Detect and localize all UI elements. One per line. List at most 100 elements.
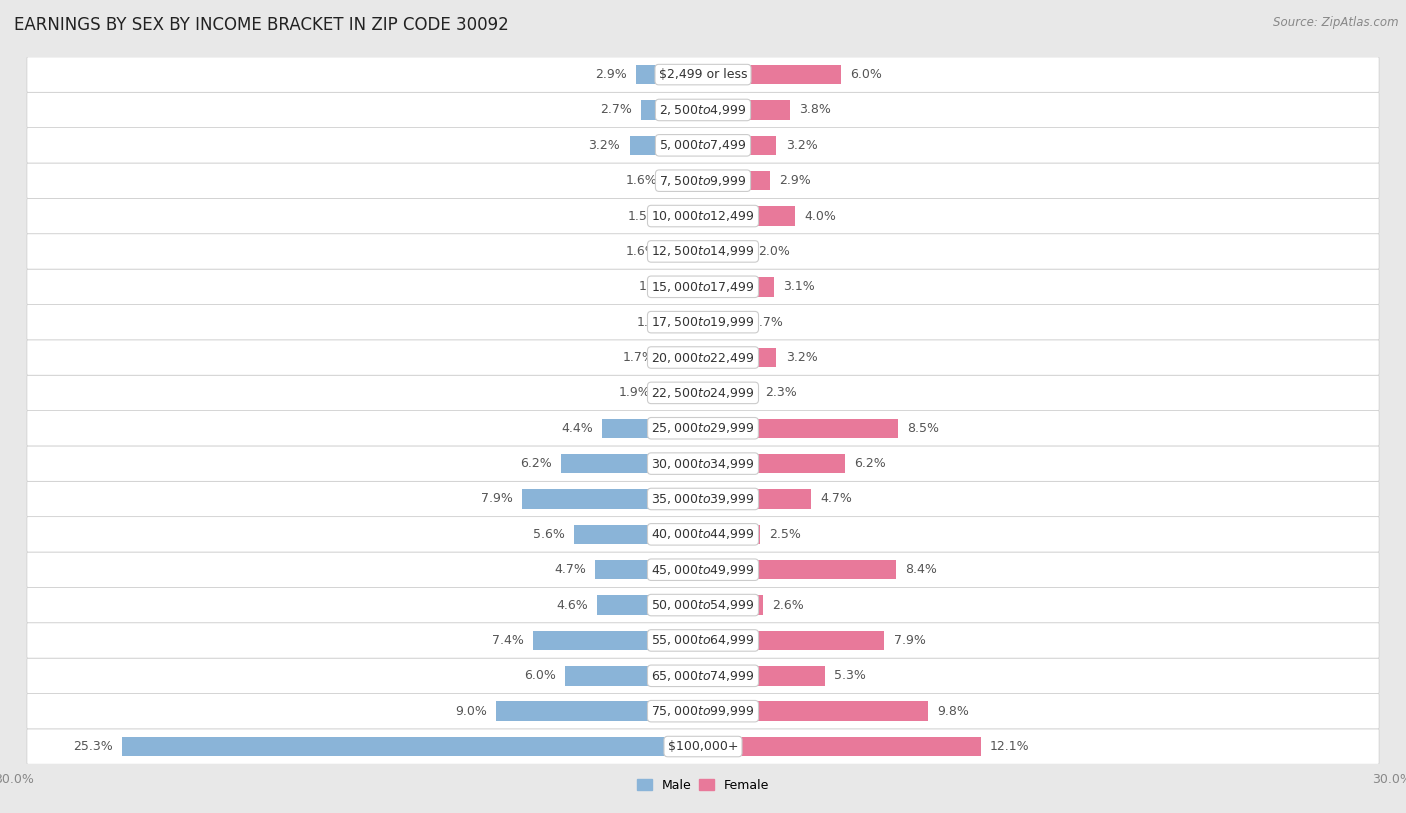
Bar <box>666 171 703 190</box>
Text: 1.7%: 1.7% <box>623 351 655 364</box>
Text: Source: ZipAtlas.com: Source: ZipAtlas.com <box>1274 16 1399 29</box>
Text: 6.2%: 6.2% <box>855 457 886 470</box>
Bar <box>522 489 703 509</box>
Bar <box>637 65 703 85</box>
Bar <box>703 631 884 650</box>
Bar <box>659 383 703 402</box>
Bar <box>664 348 703 367</box>
Text: 7.9%: 7.9% <box>481 493 512 506</box>
Text: $22,500 to $24,999: $22,500 to $24,999 <box>651 386 755 400</box>
Text: 7.4%: 7.4% <box>492 634 524 647</box>
Bar <box>703 277 775 297</box>
Text: $2,499 or less: $2,499 or less <box>659 68 747 81</box>
Bar <box>703 702 928 721</box>
Text: $65,000 to $74,999: $65,000 to $74,999 <box>651 669 755 683</box>
Text: 4.7%: 4.7% <box>554 563 586 576</box>
Bar <box>641 100 703 120</box>
Legend: Male, Female: Male, Female <box>631 774 775 797</box>
Text: 2.5%: 2.5% <box>769 528 801 541</box>
Bar <box>602 419 703 438</box>
Text: 3.2%: 3.2% <box>786 139 817 152</box>
Bar <box>703 207 794 226</box>
FancyBboxPatch shape <box>27 340 1379 375</box>
Text: 4.6%: 4.6% <box>557 598 588 611</box>
Bar <box>703 737 981 756</box>
Bar <box>703 136 776 155</box>
Text: 1.5%: 1.5% <box>627 210 659 223</box>
Text: 3.1%: 3.1% <box>783 280 815 293</box>
FancyBboxPatch shape <box>27 729 1379 764</box>
Text: 6.2%: 6.2% <box>520 457 551 470</box>
Text: 1.6%: 1.6% <box>626 245 657 258</box>
Bar <box>703 524 761 544</box>
Bar <box>703 666 825 685</box>
Text: 25.3%: 25.3% <box>73 740 112 753</box>
Bar <box>703 348 776 367</box>
Text: 2.9%: 2.9% <box>596 68 627 81</box>
Text: 9.0%: 9.0% <box>456 705 486 718</box>
Text: 2.7%: 2.7% <box>600 103 631 116</box>
FancyBboxPatch shape <box>27 198 1379 234</box>
Bar <box>703 312 742 332</box>
FancyBboxPatch shape <box>27 659 1379 693</box>
Text: $35,000 to $39,999: $35,000 to $39,999 <box>651 492 755 506</box>
Text: 1.9%: 1.9% <box>619 386 650 399</box>
Text: $25,000 to $29,999: $25,000 to $29,999 <box>651 421 755 435</box>
Text: $45,000 to $49,999: $45,000 to $49,999 <box>651 563 755 576</box>
Bar <box>598 595 703 615</box>
Bar <box>703 560 896 580</box>
Bar <box>669 207 703 226</box>
Text: 6.0%: 6.0% <box>851 68 882 81</box>
Bar <box>565 666 703 685</box>
Text: 12.1%: 12.1% <box>990 740 1029 753</box>
Bar <box>703 65 841 85</box>
Text: 7.9%: 7.9% <box>894 634 925 647</box>
Bar <box>703 489 811 509</box>
FancyBboxPatch shape <box>27 57 1379 92</box>
Text: 2.6%: 2.6% <box>772 598 804 611</box>
Text: $30,000 to $34,999: $30,000 to $34,999 <box>651 457 755 471</box>
Text: $100,000+: $100,000+ <box>668 740 738 753</box>
Bar <box>561 454 703 473</box>
FancyBboxPatch shape <box>27 587 1379 623</box>
Bar <box>703 595 762 615</box>
Bar <box>630 136 703 155</box>
Text: $40,000 to $44,999: $40,000 to $44,999 <box>651 528 755 541</box>
Text: $55,000 to $64,999: $55,000 to $64,999 <box>651 633 755 647</box>
Text: 2.0%: 2.0% <box>758 245 790 258</box>
Text: 2.3%: 2.3% <box>765 386 797 399</box>
Bar <box>575 524 703 544</box>
Bar <box>703 171 769 190</box>
Bar <box>703 100 790 120</box>
Bar <box>703 454 845 473</box>
Text: $50,000 to $54,999: $50,000 to $54,999 <box>651 598 755 612</box>
FancyBboxPatch shape <box>27 92 1379 128</box>
FancyBboxPatch shape <box>27 552 1379 587</box>
Text: 8.4%: 8.4% <box>905 563 936 576</box>
Text: 2.9%: 2.9% <box>779 174 810 187</box>
Bar <box>703 383 756 402</box>
Text: 3.2%: 3.2% <box>589 139 620 152</box>
Text: 6.0%: 6.0% <box>524 669 555 682</box>
Text: $2,500 to $4,999: $2,500 to $4,999 <box>659 103 747 117</box>
Text: $17,500 to $19,999: $17,500 to $19,999 <box>651 315 755 329</box>
FancyBboxPatch shape <box>27 623 1379 659</box>
FancyBboxPatch shape <box>27 446 1379 481</box>
Text: EARNINGS BY SEX BY INCOME BRACKET IN ZIP CODE 30092: EARNINGS BY SEX BY INCOME BRACKET IN ZIP… <box>14 16 509 34</box>
Text: 1.6%: 1.6% <box>626 174 657 187</box>
FancyBboxPatch shape <box>27 693 1379 729</box>
FancyBboxPatch shape <box>27 517 1379 552</box>
Text: 5.6%: 5.6% <box>533 528 565 541</box>
Bar <box>681 277 703 297</box>
Bar <box>533 631 703 650</box>
Text: 4.7%: 4.7% <box>820 493 852 506</box>
Text: 4.0%: 4.0% <box>804 210 837 223</box>
Text: $7,500 to $9,999: $7,500 to $9,999 <box>659 174 747 188</box>
FancyBboxPatch shape <box>27 234 1379 269</box>
Bar <box>496 702 703 721</box>
Text: 1.7%: 1.7% <box>751 315 783 328</box>
FancyBboxPatch shape <box>27 163 1379 198</box>
Text: 1.0%: 1.0% <box>638 280 671 293</box>
Bar <box>666 241 703 261</box>
Text: $15,000 to $17,499: $15,000 to $17,499 <box>651 280 755 293</box>
